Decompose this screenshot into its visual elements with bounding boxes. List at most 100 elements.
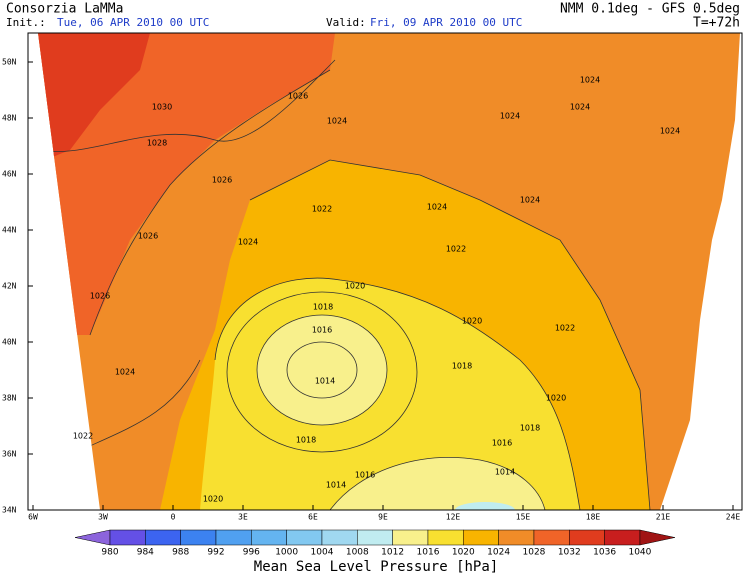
lat-tick-label: 48N: [2, 114, 17, 123]
contour-label: 1022: [446, 245, 466, 254]
init-label: Init.:: [6, 16, 46, 29]
colorbar-segment: [392, 529, 429, 546]
contour-label: 1020: [345, 282, 365, 291]
colorbar-label: 1020: [452, 548, 475, 558]
contour-label: 1024: [238, 238, 258, 247]
colorbar-label: 1028: [523, 548, 546, 558]
colorbar-label: 1000: [275, 548, 298, 558]
map-frame: [27, 32, 743, 511]
contour-label: 1016: [492, 439, 512, 448]
lat-tick-label: 38N: [2, 394, 17, 403]
lat-tick-label: 46N: [2, 170, 17, 179]
colorbar-segment: [74, 529, 111, 546]
lon-tick-label: 24E: [726, 513, 741, 522]
colorbar-segment: [286, 529, 323, 546]
valid-label: Valid:: [326, 16, 366, 29]
colorbar-segment: [533, 529, 570, 546]
isobar: [256, 314, 388, 426]
colorbar-label: 1004: [311, 548, 334, 558]
contour-label: 1014: [326, 481, 346, 490]
colorbar-segment: [463, 529, 499, 546]
colorbar-segment: [215, 529, 252, 546]
contour-label: 1024: [520, 196, 540, 205]
lat-tick-label: 44N: [2, 226, 17, 235]
lon-tick-label: 15E: [516, 513, 531, 522]
pressure-field: [38, 33, 740, 510]
field-1012-1016-south: [330, 457, 545, 510]
lon-tick-label: 12E: [446, 513, 461, 522]
contour-label: 1018: [452, 362, 472, 371]
colorbar-label: 992: [207, 548, 224, 558]
contour-label: 1024: [327, 117, 347, 126]
contour-label: 1022: [312, 205, 332, 214]
contour-label: 1024: [115, 368, 135, 377]
colorbar-segment: [604, 529, 641, 546]
contour-label: 1014: [495, 468, 515, 477]
contour-label: 1018: [296, 436, 316, 445]
isobar: [38, 59, 336, 152]
colorbar-label: 996: [243, 548, 260, 558]
contour-label: 1028: [147, 139, 167, 148]
contour-label: 1026: [90, 292, 110, 301]
lon-tick-label: 9E: [378, 513, 388, 522]
colorbar-label: 988: [172, 548, 189, 558]
lon-tick-label: 21E: [656, 513, 671, 522]
colorbar-label: 1024: [487, 548, 510, 558]
colorbar-label: 980: [101, 548, 118, 558]
colorbar-segment: [569, 529, 605, 546]
colorbar-segment: [180, 529, 217, 546]
lon-tick-label: 0: [171, 513, 176, 522]
contour-label: 1026: [212, 176, 232, 185]
contour-label: 1026: [138, 232, 158, 241]
contour-label: 1018: [520, 424, 540, 433]
colorbar-label: 1016: [417, 548, 440, 558]
field-1012-1016: [257, 315, 387, 425]
colorbar-segment: [321, 529, 358, 546]
header-title: Consorzia LaMMa: [6, 2, 123, 17]
contour-label: 1022: [73, 432, 93, 441]
contour-label: 1020: [203, 495, 223, 504]
contour-label: 1016: [355, 471, 375, 480]
isobar: [89, 69, 331, 336]
isobar: [214, 277, 581, 510]
contour-label: 1020: [462, 317, 482, 326]
colorbar-segment: [639, 529, 676, 546]
isobar: [329, 457, 546, 510]
contour-label: 1024: [580, 76, 600, 85]
contour-label: 1016: [312, 326, 332, 335]
colorbar-label: 1012: [381, 548, 404, 558]
contour-label: 1020: [546, 394, 566, 403]
contour-label: 1026: [288, 92, 308, 101]
field-1028-1032: [38, 33, 335, 335]
lat-tick-label: 34N: [2, 506, 17, 515]
contour-label: 1014: [315, 377, 335, 386]
lon-tick-label: 6W: [28, 513, 38, 522]
header-model: NMM 0.1deg - GFS 0.5deg: [560, 2, 740, 17]
lat-tick-label: 50N: [2, 58, 17, 67]
isobar: [249, 159, 651, 510]
colorbar-segment: [498, 529, 535, 546]
field-1032-1036: [38, 33, 150, 160]
colorbar-label: 1036: [593, 548, 616, 558]
contour-label: 1030: [152, 103, 172, 112]
contour-label: 1022: [555, 324, 575, 333]
lat-tick-label: 40N: [2, 338, 17, 347]
colorbar-segment: [145, 529, 181, 546]
colorbar-segment: [251, 529, 287, 546]
lat-tick-label: 36N: [2, 450, 17, 459]
colorbar-label: 984: [137, 548, 154, 558]
contour-label: 1024: [500, 112, 520, 121]
colorbar-segment: [427, 529, 464, 546]
colorbar-label: 1008: [346, 548, 369, 558]
contour-label: 1024: [660, 127, 680, 136]
colorbar-label: 1040: [628, 548, 651, 558]
colorbar-segment: [357, 529, 393, 546]
lat-tick-label: 42N: [2, 282, 17, 291]
valid-time: Fri, 09 APR 2010 00 UTC: [370, 16, 522, 29]
colorbar-label: 1032: [558, 548, 581, 558]
contour-label: 1024: [570, 103, 590, 112]
lon-tick-label: 3W: [98, 513, 108, 522]
lon-tick-label: 18E: [586, 513, 601, 522]
contour-label: 1018: [313, 303, 333, 312]
